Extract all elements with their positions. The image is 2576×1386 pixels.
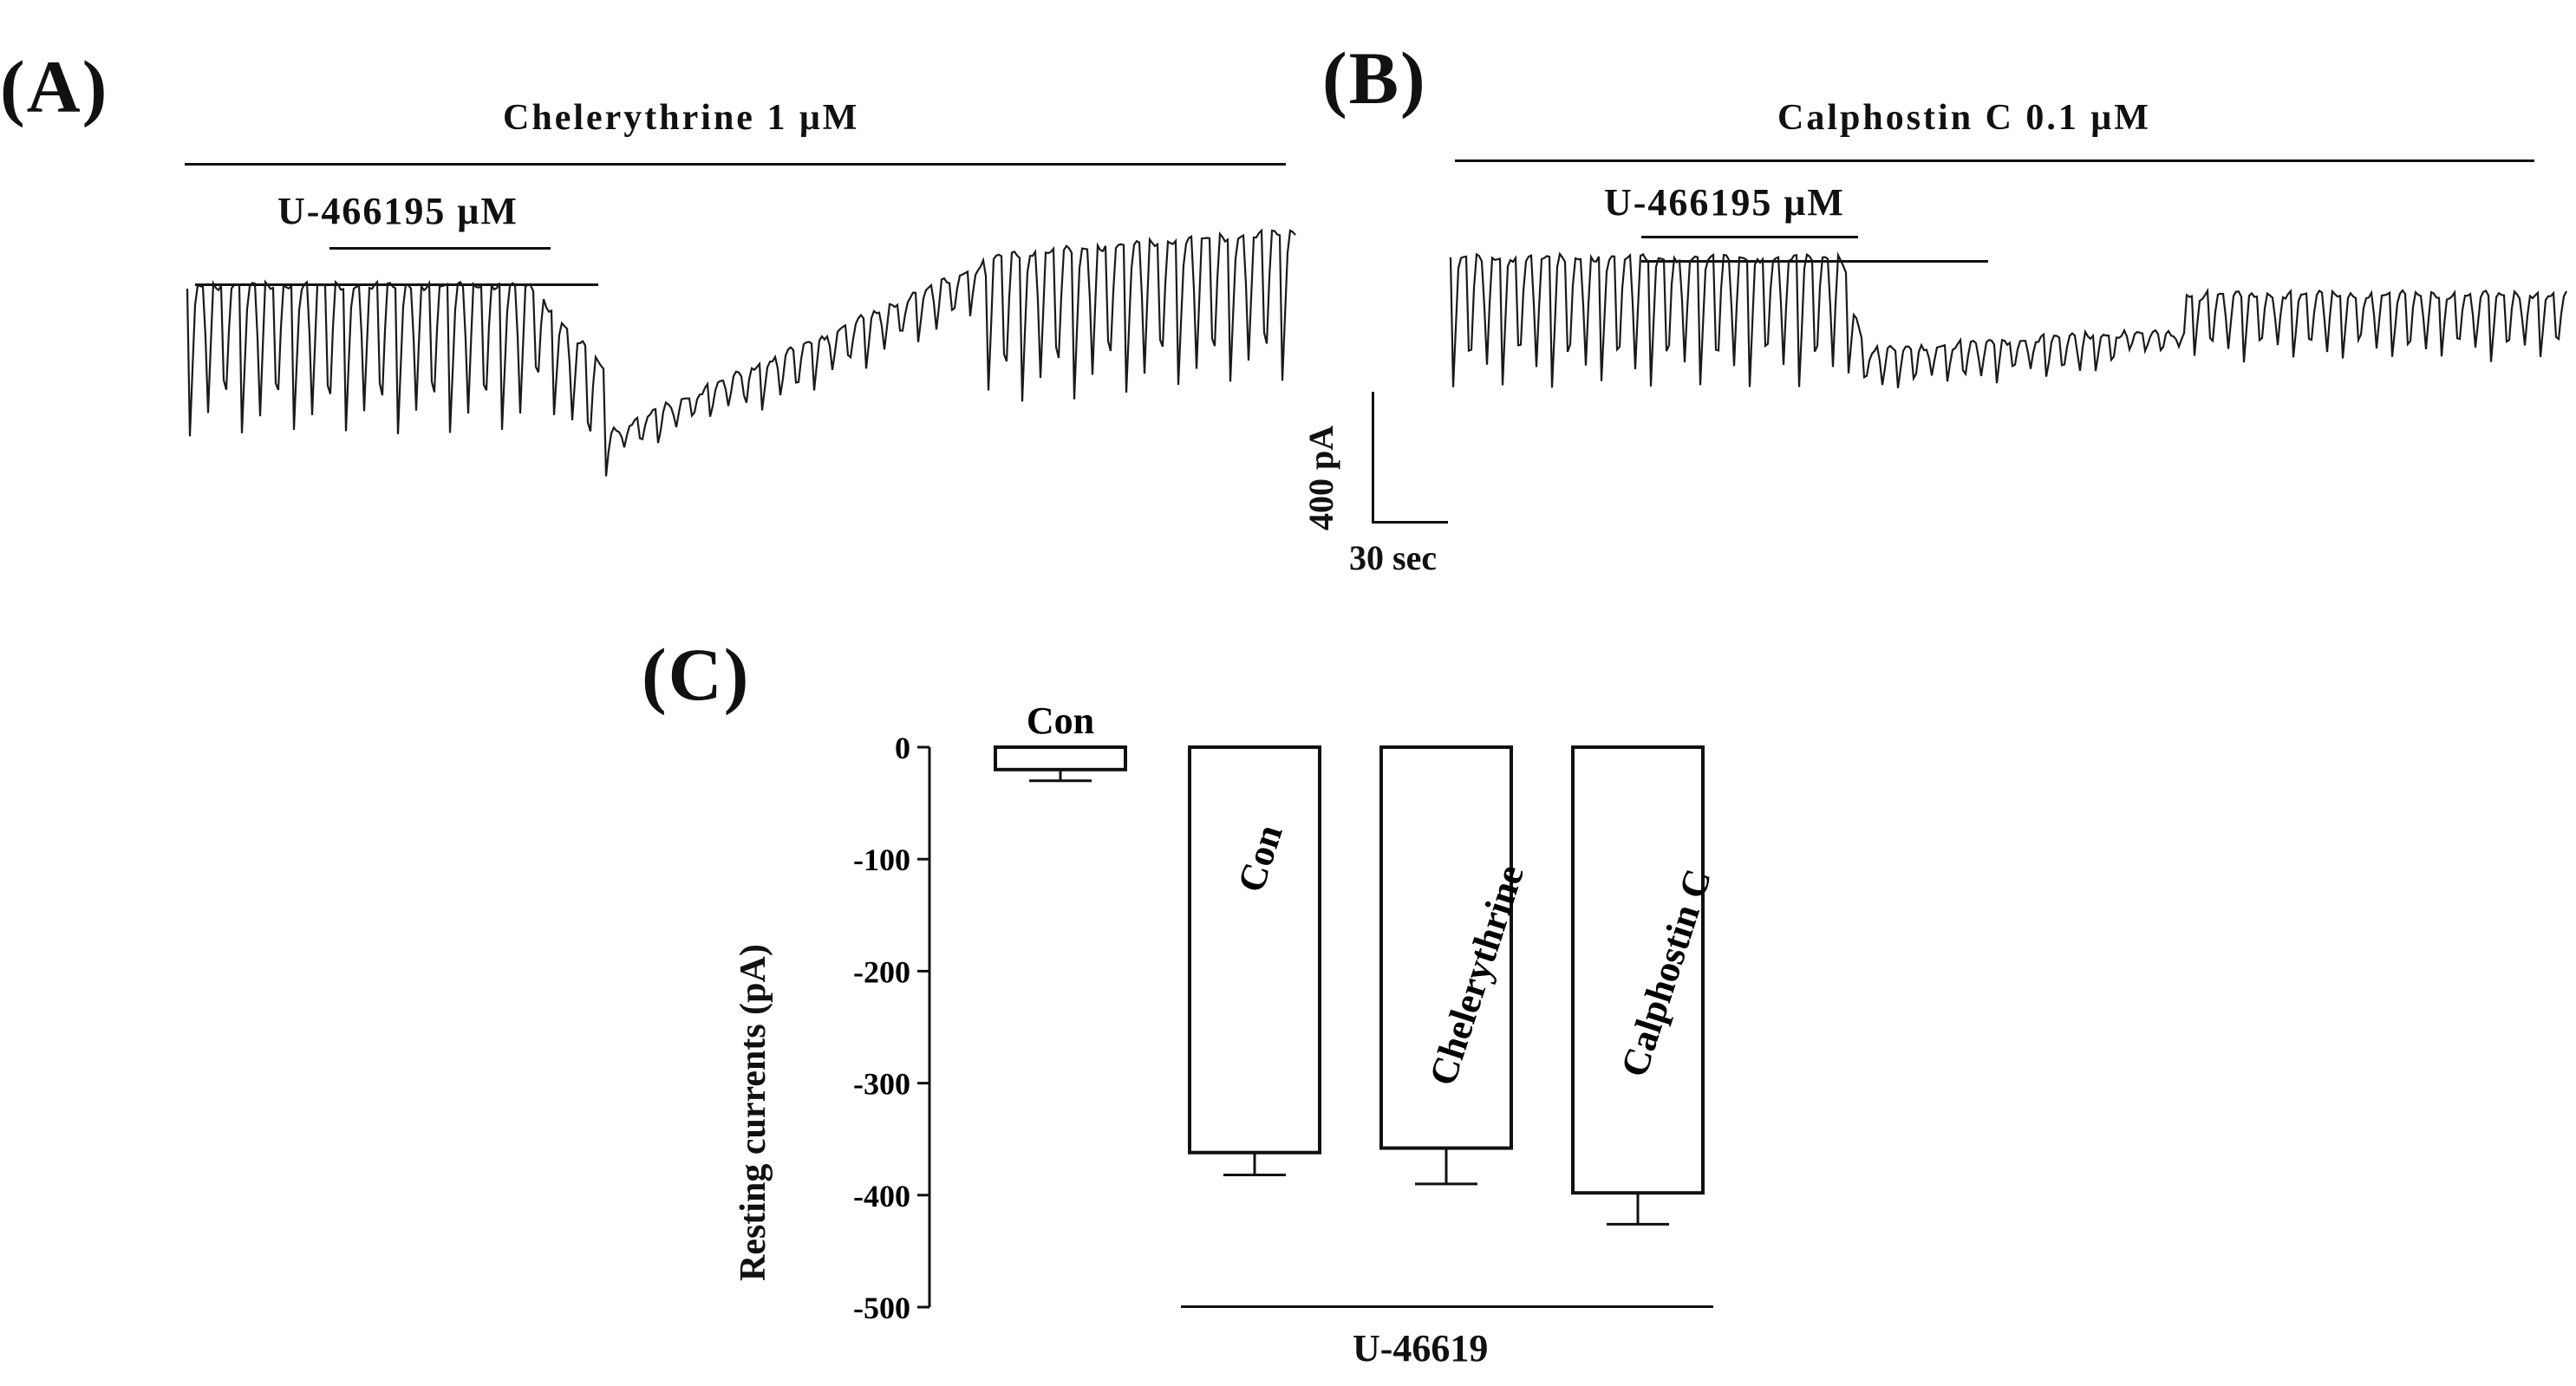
panel-a-agonist-bar [329, 247, 551, 250]
bar [1379, 745, 1513, 1150]
panel-b-drug-bar [1455, 159, 2534, 162]
bar-category-label: Con [1027, 700, 1094, 742]
panel-a-baseline-bar [195, 283, 598, 286]
group-label: U-46619 [1353, 1327, 1489, 1370]
panel-a-drug-bar [185, 163, 1286, 166]
trace-panel-a [186, 228, 1296, 477]
scale-bar-horizontal [1372, 521, 1448, 524]
scale-bar-vertical [1372, 392, 1374, 524]
panel-a-drug-label: Chelerythrine 1 μM [503, 98, 860, 138]
panel-b-label: (B) [1322, 36, 1427, 120]
y-tick-label: -300 [853, 1067, 910, 1102]
panel-b-agonist-label: U-466195 μM [1604, 181, 1845, 224]
panel-a-agonist-label: U-466195 μM [277, 190, 518, 232]
group-bracket-line [1181, 1305, 1713, 1308]
panel-b-agonist-bar [1641, 236, 1858, 238]
panel-b-drug-label: Calphostin C 0.1 μM [1777, 98, 2151, 138]
panel-b-baseline-bar [1641, 260, 1988, 263]
panel-c-label: (C) [642, 633, 751, 716]
bar [1188, 745, 1321, 1155]
y-tick-label: -200 [853, 954, 910, 989]
trace-panel-b [1449, 251, 2567, 388]
y-tick-label: 0 [895, 731, 910, 765]
y-tick-label: -400 [853, 1179, 910, 1214]
panel-a-label: (A) [0, 45, 109, 128]
bar [1571, 745, 1705, 1195]
bar [994, 745, 1127, 771]
y-tick-label: -500 [853, 1291, 910, 1325]
y-tick-label: -100 [853, 843, 910, 877]
scale-bar-x-label: 30 sec [1349, 538, 1438, 577]
